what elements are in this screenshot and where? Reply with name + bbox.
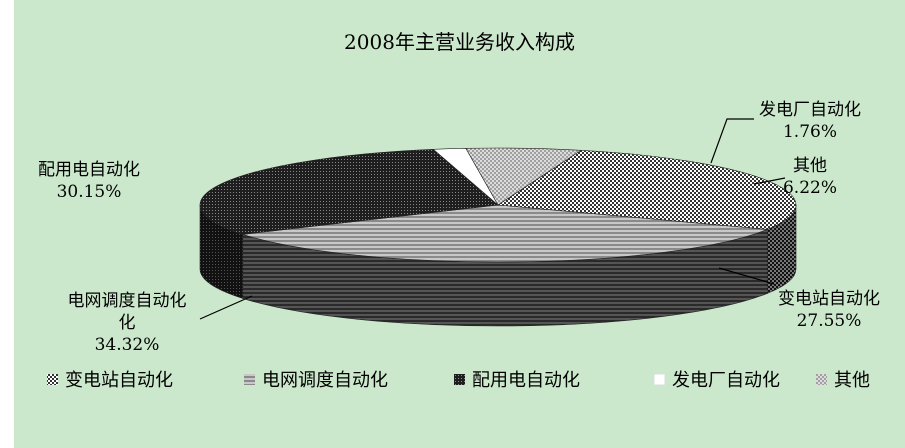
data-label-1-2: 34.32% [95,335,160,355]
leader-line-1 [199,295,253,320]
pie-chart: 变电站自动化27.55%电网调度自动化化34.32%配用电自动化30.15%发电… [38,100,880,391]
legend-swatch-3 [653,373,666,386]
pie-slice-1 [242,204,768,263]
leader-line-0 [718,267,775,285]
data-label-1-1: 化 [119,313,136,333]
legend-label-2: 配用电自动化 [472,370,580,391]
chart-area: 2008年主营业务收入构成 [14,0,905,448]
data-label-0-0: 变电站自动化 [778,289,880,309]
legend-label-1: 电网调度自动化 [262,370,388,391]
legend-label-0: 变电站自动化 [65,370,173,391]
pie-slice-2 [199,149,499,235]
leader-line-4 [753,177,786,185]
data-label-3-1: 1.76% [783,122,837,142]
legend-swatch-4 [816,374,827,385]
leader-line-3 [710,118,754,164]
data-label-2-1: 30.15% [57,182,122,202]
pie-slice-4 [465,147,583,206]
legend-swatch-2 [454,374,465,385]
legend-label-3: 发电厂自动化 [672,370,780,391]
legend-swatch-0 [47,374,58,385]
data-label-0-1: 27.55% [797,311,862,331]
data-label-4-0: 其他 [793,156,827,176]
chart-title: 2008年主营业务收入构成 [344,30,575,54]
data-label-3-0: 发电厂自动化 [759,100,861,120]
data-label-1-0: 电网调度自动化 [68,291,187,311]
legend-swatch-1 [244,374,255,385]
data-label-2-0: 配用电自动化 [38,160,140,180]
data-label-4-1: 6.22% [783,178,837,198]
legend-label-4: 其他 [834,370,870,391]
pie-slice-0 [497,149,797,230]
